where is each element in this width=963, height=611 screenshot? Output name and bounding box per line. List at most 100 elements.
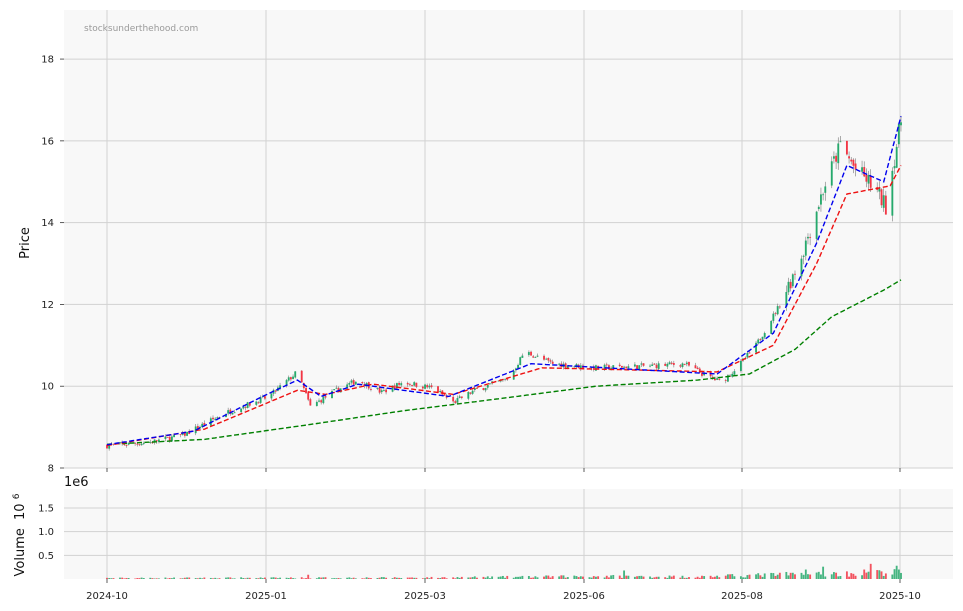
candle-down bbox=[337, 387, 340, 392]
candle-up bbox=[140, 444, 143, 446]
candle-down bbox=[430, 385, 433, 388]
volume-y-tick-label: 1.0 bbox=[38, 527, 54, 538]
candle-up bbox=[545, 358, 548, 360]
volume-panel-background bbox=[64, 489, 953, 579]
candle-down bbox=[411, 384, 413, 386]
volume-bar bbox=[110, 578, 113, 579]
volume-bar bbox=[575, 576, 578, 579]
volume-bar bbox=[731, 574, 734, 579]
candle-down bbox=[112, 443, 115, 445]
volume-bar bbox=[592, 576, 595, 579]
volume-bar bbox=[655, 576, 658, 579]
volume-bar bbox=[385, 577, 388, 579]
volume-bar bbox=[861, 575, 863, 579]
candle-up bbox=[246, 402, 249, 408]
candle-up bbox=[181, 432, 184, 435]
candle-up bbox=[380, 390, 383, 393]
candle-up bbox=[785, 291, 788, 307]
candle-up bbox=[214, 418, 217, 420]
volume-bar bbox=[757, 573, 760, 579]
candle-down bbox=[809, 237, 812, 238]
candle-up bbox=[413, 382, 416, 386]
candle-down bbox=[393, 385, 396, 389]
volume-bar bbox=[802, 574, 805, 579]
candle-up bbox=[839, 141, 842, 143]
candle-down bbox=[361, 382, 364, 384]
volume-bar bbox=[863, 569, 866, 579]
volume-bar bbox=[142, 578, 145, 579]
volume-bar bbox=[657, 576, 660, 579]
candle-down bbox=[274, 390, 277, 392]
candle-up bbox=[201, 423, 204, 428]
volume-bar bbox=[607, 577, 610, 579]
volume-bar bbox=[428, 578, 431, 579]
volume-gridlines bbox=[64, 489, 953, 583]
candle-down bbox=[248, 402, 251, 406]
volume-bar bbox=[848, 576, 851, 579]
candle-up bbox=[489, 383, 491, 385]
candle-up bbox=[558, 363, 561, 365]
volume-bar bbox=[668, 575, 671, 579]
volume-bar bbox=[467, 577, 470, 579]
volume-bar bbox=[106, 577, 108, 579]
candle-up bbox=[612, 365, 615, 368]
volume-bar bbox=[378, 577, 381, 579]
candle-down bbox=[688, 361, 690, 366]
volume-bar bbox=[194, 578, 197, 579]
volume-bar bbox=[759, 575, 762, 579]
candle-up bbox=[153, 439, 156, 443]
volume-bar bbox=[504, 577, 507, 579]
volume-bar bbox=[521, 575, 524, 579]
candle-down bbox=[850, 159, 853, 162]
candle-up bbox=[382, 390, 385, 392]
volume-bar bbox=[547, 575, 550, 579]
candle-down bbox=[244, 407, 247, 408]
candle-up bbox=[497, 380, 500, 382]
candle-up bbox=[287, 377, 290, 381]
candle-up bbox=[867, 174, 870, 184]
volume-bar bbox=[454, 578, 457, 579]
moving-averages bbox=[106, 116, 902, 447]
volume-bar bbox=[501, 575, 504, 579]
candle-up bbox=[726, 375, 729, 382]
candle-down bbox=[532, 356, 535, 358]
volume-scale-label: 1e6 bbox=[64, 475, 89, 490]
candle-down bbox=[289, 377, 292, 380]
candle-up bbox=[458, 396, 461, 398]
candle-down bbox=[476, 388, 478, 389]
candle-up bbox=[292, 376, 294, 380]
volume-bar bbox=[170, 578, 173, 579]
volume-bar bbox=[259, 577, 262, 579]
candle-up bbox=[666, 363, 669, 367]
volume-bar bbox=[876, 570, 879, 579]
volume-bar bbox=[264, 577, 266, 579]
volume-bar bbox=[421, 578, 424, 579]
volume-bar bbox=[112, 578, 115, 579]
volume-bar bbox=[424, 578, 426, 579]
candle-down bbox=[300, 370, 303, 383]
candle-up bbox=[807, 236, 809, 239]
volume-bar bbox=[164, 577, 167, 579]
volume-bar bbox=[536, 577, 539, 579]
candle-up bbox=[770, 320, 773, 334]
candle-up bbox=[227, 410, 230, 414]
candle-up bbox=[335, 387, 338, 389]
volume-bar bbox=[618, 575, 621, 579]
candle-down bbox=[370, 389, 372, 390]
volume-bar bbox=[900, 572, 902, 579]
volume-bar bbox=[867, 571, 870, 579]
price-y-tick-label: 8 bbox=[48, 464, 54, 475]
candle-down bbox=[759, 339, 762, 340]
candle-up bbox=[882, 195, 885, 208]
candle-down bbox=[620, 365, 623, 368]
candle-down bbox=[655, 364, 658, 369]
candle-down bbox=[134, 442, 137, 444]
candle-up bbox=[119, 442, 121, 444]
candle-up bbox=[832, 156, 835, 159]
volume-bar bbox=[649, 576, 651, 579]
volume-bar bbox=[817, 571, 820, 579]
candle-down bbox=[406, 382, 409, 385]
volume-bar bbox=[482, 576, 485, 579]
volume-bar bbox=[688, 577, 690, 579]
volume-bar bbox=[134, 578, 137, 580]
